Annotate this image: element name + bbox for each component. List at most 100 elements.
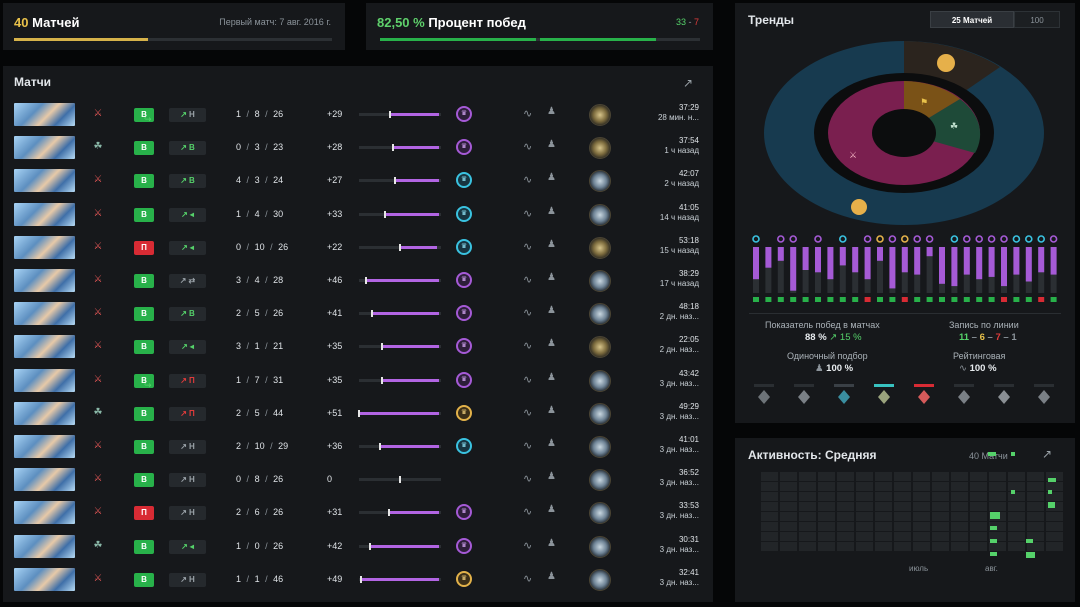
hero-portrait[interactable] xyxy=(14,302,75,326)
kda: 3 / 4 / 28 xyxy=(236,275,284,285)
hero-strip-icon[interactable] xyxy=(834,384,854,405)
hero-strip-icon[interactable] xyxy=(994,384,1014,405)
hero-strip-icon[interactable] xyxy=(794,384,814,405)
hero-portrait[interactable] xyxy=(14,269,75,292)
hero-strip-bar xyxy=(754,384,774,387)
mmr-bar-fill xyxy=(385,212,440,216)
trend-bar[interactable] xyxy=(864,247,871,280)
activity-cell xyxy=(875,512,892,521)
trend-bar[interactable] xyxy=(889,247,896,289)
activity-mark xyxy=(1011,490,1015,494)
kda: 1 / 4 / 30 xyxy=(236,208,284,219)
solo-queue-value: ♟ 100 % xyxy=(815,363,854,374)
trend-bar[interactable] xyxy=(839,247,846,266)
rank-emblem-icon xyxy=(589,104,611,126)
hero-portrait[interactable] xyxy=(14,435,75,458)
hero-strip-icon[interactable] xyxy=(1034,384,1054,405)
hero-portrait[interactable] xyxy=(14,136,75,160)
trend-bar[interactable] xyxy=(815,247,821,273)
activity-external-link-icon[interactable]: ↗ xyxy=(1042,447,1053,461)
trends-title: Тренды xyxy=(748,13,794,27)
trend-bar[interactable] xyxy=(1013,247,1020,275)
trend-bar[interactable] xyxy=(877,247,883,261)
toggle-100-matches[interactable]: 100 xyxy=(1014,11,1060,28)
matches-title: Матчи xyxy=(14,75,52,89)
match-row[interactable]: ⚔ В ↪ ↗ Н 1 / 8 / 26 +29 ♛ ∿ ♟ 37:29 28 мин. н... xyxy=(11,100,711,129)
trend-bar[interactable] xyxy=(901,247,908,273)
trend-bar[interactable] xyxy=(939,247,945,284)
hero-strip-icon[interactable] xyxy=(914,384,934,405)
hero-portrait[interactable] xyxy=(14,235,75,259)
ranked-mode-icon: ∿ xyxy=(523,572,533,585)
trend-bar[interactable] xyxy=(988,247,995,277)
hero-portrait[interactable] xyxy=(14,169,75,193)
trend-bar[interactable] xyxy=(852,247,859,273)
activity-cell xyxy=(894,522,911,531)
activity-cell xyxy=(913,482,930,491)
toggle-25-matches[interactable]: 25 Матчей xyxy=(930,11,1014,28)
hero-portrait[interactable] xyxy=(14,103,75,126)
trend-bar[interactable] xyxy=(765,247,772,268)
trend-bar[interactable] xyxy=(951,247,958,287)
trend-bar[interactable] xyxy=(926,247,933,257)
match-row[interactable]: ⚔ В ↗ В 4 / 3 / 24 +27 ♛ ∿ ♟ 42:07 2 ч назад xyxy=(11,166,711,195)
match-row[interactable]: ⚔ П ↗ Н 2 / 6 / 26 +31 ♛ ∿ ♟ 33:53 3 дн. наз... xyxy=(11,498,711,527)
hero-strip-icon[interactable] xyxy=(954,384,974,405)
trend-bar[interactable] xyxy=(1001,247,1007,287)
activity-cell xyxy=(989,542,1006,551)
trend-bar[interactable] xyxy=(976,247,983,280)
hero-strip-icon[interactable] xyxy=(754,384,774,405)
hero-portrait[interactable] xyxy=(14,468,75,492)
kda: 2 / 6 / 26 xyxy=(236,507,284,518)
trend-bar[interactable] xyxy=(753,247,759,280)
trend-medal-dot xyxy=(1037,235,1046,243)
mmr-change: +28 xyxy=(327,142,343,153)
solo-queue-icon: ♟ xyxy=(547,272,556,283)
activity-cell xyxy=(761,482,778,491)
trend-bar[interactable] xyxy=(790,247,797,291)
match-row[interactable]: ☘ В ↗ ◂ 1 / 0 / 26 +42 ♛ ∿ ♟ 30:31 3 дн. наз... xyxy=(11,532,711,561)
activity-cell xyxy=(818,482,835,491)
mmr-bar-marker xyxy=(371,310,374,318)
match-row[interactable]: ⚔ В ↗ Н 0 / 8 / 26 0 ∿ ♟ 36:52 3 дн. наз... xyxy=(11,465,711,494)
match-row[interactable]: ⚔ В ↪ ↗ П 1 / 7 / 31 +35 ♛ ∿ ♟ 43:42 3 дн. наз... xyxy=(11,366,711,395)
hero-strip-icon[interactable] xyxy=(874,384,894,405)
hero-portrait[interactable] xyxy=(14,501,75,525)
activity-cell xyxy=(837,522,854,531)
medal-icon: ♛ xyxy=(456,570,472,587)
activity-mark xyxy=(1011,452,1015,456)
match-row[interactable]: ⚔ В ↗ В 2 / 5 / 26 +41 ♛ ∿ ♟ 48:18 2 дн. наз... xyxy=(11,299,711,328)
trend-bar[interactable] xyxy=(963,247,970,275)
trend-bar[interactable] xyxy=(777,247,784,261)
hero-portrait[interactable] xyxy=(14,202,75,226)
match-row[interactable]: ⚔ В ↗ Н 2 / 10 / 29 +36 ♛ ∿ ♟ 41:01 3 дн. наз... xyxy=(11,432,711,461)
trend-bar[interactable] xyxy=(1038,247,1045,273)
medal-icon: ♛ xyxy=(456,438,472,454)
match-row[interactable]: ⚔ В ↗ ◂ 3 / 1 / 21 +35 ♛ ∿ ♟ 22:05 2 дн. наз... xyxy=(11,332,711,361)
trend-bar[interactable] xyxy=(802,247,809,270)
hero-portrait[interactable] xyxy=(14,335,75,359)
activity-cell xyxy=(1046,532,1063,541)
trend-bar[interactable] xyxy=(1025,247,1032,282)
external-link-icon[interactable]: ↗ xyxy=(682,76,693,90)
activity-cell xyxy=(761,492,778,501)
hero-portrait[interactable] xyxy=(14,567,75,591)
trend-bar[interactable] xyxy=(1050,247,1057,275)
match-row[interactable]: ⚔ В ↗ Н 1 / 1 / 46 +49 ♛ ∿ ♟ 32:41 3 дн. наз... xyxy=(11,565,711,594)
hero-portrait[interactable] xyxy=(14,401,75,425)
trend-bar[interactable] xyxy=(827,247,834,280)
trend-bar[interactable] xyxy=(914,247,921,275)
solo-queue-icon: ♟ xyxy=(547,504,556,516)
match-row[interactable]: ☘ В ↗ П 2 / 5 / 44 +51 ♛ ∿ ♟ 49:29 3 дн. наз... xyxy=(11,399,711,428)
lane-badge: ↗ В xyxy=(169,307,206,322)
match-row[interactable]: ⚔ П ↗ ◂ 0 / 10 / 26 +22 ♛ ∿ ♟ 53:18 15 ч назад xyxy=(11,233,711,262)
trend-result-dot xyxy=(1050,297,1057,302)
trend-result-dot xyxy=(1038,297,1045,302)
activity-mark xyxy=(988,452,996,456)
match-row[interactable]: ☘ В ↗ В 0 / 3 / 23 +28 ♛ ∿ ♟ 37:54 1 ч назад xyxy=(11,133,711,162)
match-row[interactable]: ⚔ В ↗ ◂ 1 / 4 / 30 +33 ♛ ∿ ♟ 41:05 14 ч назад xyxy=(11,200,711,229)
hero-portrait[interactable] xyxy=(14,534,75,558)
match-row[interactable]: ⚔ В ↗ ⇄ 3 / 4 / 28 +46 ♛ ∿ ♟ 38:29 17 ч назад xyxy=(11,266,711,295)
hero-portrait[interactable] xyxy=(14,368,75,392)
match-time: 22:05 2 дн. наз... xyxy=(659,335,699,355)
